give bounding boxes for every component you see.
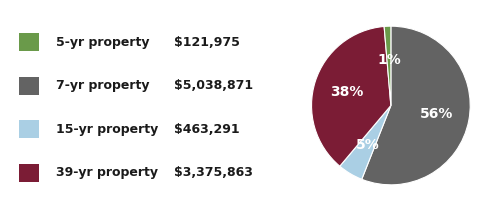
Text: $3,375,863: $3,375,863 (174, 166, 253, 179)
Text: 5-yr property: 5-yr property (56, 35, 149, 49)
FancyBboxPatch shape (19, 77, 39, 95)
Wedge shape (312, 26, 391, 166)
Text: 38%: 38% (330, 85, 364, 99)
Wedge shape (362, 26, 470, 185)
Wedge shape (384, 26, 391, 106)
Text: 39-yr property: 39-yr property (56, 166, 158, 179)
FancyBboxPatch shape (19, 164, 39, 182)
Text: $5,038,871: $5,038,871 (174, 79, 253, 92)
Text: $121,975: $121,975 (174, 35, 240, 49)
Text: 56%: 56% (420, 107, 453, 121)
FancyBboxPatch shape (19, 120, 39, 138)
Text: 7-yr property: 7-yr property (56, 79, 149, 92)
Text: 15-yr property: 15-yr property (56, 123, 158, 136)
Wedge shape (340, 106, 391, 179)
Text: $463,291: $463,291 (174, 123, 240, 136)
FancyBboxPatch shape (19, 33, 39, 51)
Text: 5%: 5% (356, 138, 379, 152)
Text: 1%: 1% (377, 53, 401, 66)
